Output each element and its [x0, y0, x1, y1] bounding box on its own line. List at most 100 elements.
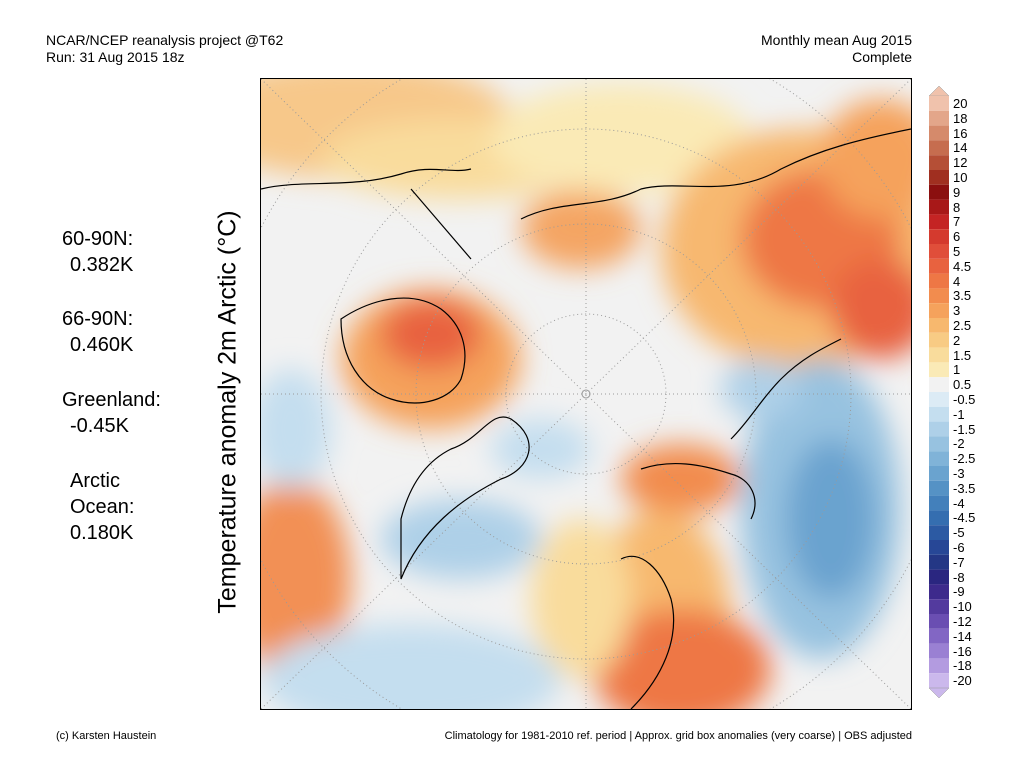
colorbar-tick-label: -9: [953, 584, 965, 600]
archipelago-coast: [340, 297, 466, 404]
cool-anomaly-area: [261, 624, 561, 709]
meridian: [261, 79, 911, 709]
colorbar-cell: [929, 658, 949, 674]
north-pole-marker: [581, 389, 591, 399]
warm-anomaly-area: [491, 84, 751, 194]
colorbar-tick-label: -3.5: [953, 480, 976, 496]
colorbar-cell: [929, 244, 949, 259]
colorbar-tick-label: 5: [953, 243, 961, 259]
cool-anomaly-area: [721, 359, 801, 419]
colorbar-cell: [929, 540, 949, 555]
colorbar-max-arrow: [929, 86, 949, 97]
cool-anomaly-area: [381, 499, 541, 579]
colorbar-cell: [929, 318, 949, 333]
colorbar-tick-label: 10: [953, 169, 968, 185]
warm-anomaly-area: [261, 479, 351, 679]
completion-status: Complete: [852, 49, 912, 65]
colorbar-cell: [929, 480, 949, 496]
colorbar-cell: [929, 184, 949, 200]
colorbar-tick-label: 12: [953, 155, 968, 171]
credit: (c) Karsten Haustein: [56, 730, 157, 742]
scandinavia-coast: [620, 555, 675, 709]
colorbar-cell: [929, 495, 949, 511]
model-title: NCAR/NCEP reanalysis project @T62: [46, 32, 284, 48]
colorbar-cell: [929, 525, 949, 540]
cool-anomaly-area: [491, 419, 591, 479]
colorbar-cell: [929, 599, 949, 614]
warm-anomaly-area: [521, 189, 641, 269]
dateline-segment: [410, 188, 472, 260]
header-right: Monthly mean Aug 2015 Complete: [761, 32, 912, 66]
colorbar-tick-label: -6: [953, 539, 965, 555]
colorbar-tick-label: 1.5: [953, 347, 972, 363]
colorbar-cell: [929, 392, 949, 407]
colorbar-cell: [929, 628, 949, 644]
colorbar-tick-label: 16: [953, 125, 968, 141]
warm-anomaly-area: [831, 259, 911, 359]
colorbar-tick-label: -1.5: [953, 421, 976, 437]
siberia-coast: [520, 128, 911, 220]
cool-anomaly-area: [261, 369, 331, 489]
warm-anomaly-area: [621, 444, 741, 514]
colorbar-tick-label: 9: [953, 184, 961, 200]
stat-greenland: Greenland: -0.45K: [62, 387, 161, 439]
colorbar-tick-label: 4.5: [953, 258, 972, 274]
colorbar-cells: [929, 86, 949, 698]
colorbar-tick-label: 3.5: [953, 288, 972, 304]
stat-arctic-ocean: Arctic Ocean: 0.180K: [70, 468, 134, 546]
colorbar-cell: [929, 614, 949, 629]
colorbar-tick-label: 2: [953, 332, 961, 348]
colorbar-tick-label: -18: [953, 658, 972, 674]
coastlines: [261, 128, 911, 709]
warm-anomaly-area: [381, 299, 481, 369]
colorbar-tick-label: -12: [953, 613, 972, 629]
colorbar-cell: [929, 229, 949, 244]
colorbar-tick-label: 2.5: [953, 317, 972, 333]
colorbar-tick-label: 4: [953, 273, 961, 289]
footnote: Climatology for 1981-2010 ref. period | …: [444, 730, 912, 742]
period-title: Monthly mean Aug 2015: [761, 32, 912, 48]
stat-label: Greenland:: [62, 389, 161, 411]
colorbar-cell: [929, 643, 949, 659]
stat-label: 60-90N:: [62, 228, 134, 250]
colorbar-tick-label: 18: [953, 110, 968, 126]
colorbar-cell: [929, 170, 949, 185]
stat-value: 0.460K: [70, 334, 134, 356]
colorbar-cell: [929, 406, 949, 422]
colorbar-tick-label: -0.5: [953, 391, 976, 407]
colorbar-tick-label: -3: [953, 465, 965, 481]
stat-value: -0.45K: [70, 415, 129, 437]
colorbar-cell: [929, 96, 949, 111]
colorbar-cell: [929, 110, 949, 126]
stat-label: Arctic: [70, 470, 120, 492]
colorbar-cell: [929, 155, 949, 170]
warm-anomaly-area: [591, 609, 771, 709]
colorbar-tick-label: -2.5: [953, 451, 976, 467]
colorbar-cell: [929, 673, 949, 688]
colorbar-tick-label: 3: [953, 303, 961, 319]
colorbar-tick-label: 7: [953, 214, 961, 230]
colorbar-cell: [929, 421, 949, 437]
warm-anomaly-area: [821, 99, 911, 219]
colorbar-cell: [929, 258, 949, 274]
colorbar-cell: [929, 510, 949, 526]
colorbar-tick-label: 20: [953, 95, 968, 111]
colorbar-tick-label: 8: [953, 199, 961, 215]
stat-value: 0.382K: [70, 254, 134, 276]
colorbar-cell: [929, 199, 949, 215]
greenland-coast: [400, 416, 530, 580]
header-left: NCAR/NCEP reanalysis project @T62 Run: 3…: [46, 32, 283, 66]
colorbar-cell: [929, 273, 949, 289]
colorbar-cell: [929, 303, 949, 318]
barents-coast: [640, 462, 756, 520]
colorbar-cell: [929, 332, 949, 348]
anomaly-map: [260, 78, 912, 710]
colorbar-cell: [929, 140, 949, 156]
colorbar-min-arrow: [929, 687, 949, 698]
russia-coast: [730, 338, 842, 440]
colorbar-cell: [929, 569, 949, 585]
warm-anomaly-area: [531, 519, 631, 679]
colorbar-tick-label: -16: [953, 643, 972, 659]
colorbar-tick-label: 6: [953, 229, 961, 245]
colorbar-cell: [929, 377, 949, 392]
